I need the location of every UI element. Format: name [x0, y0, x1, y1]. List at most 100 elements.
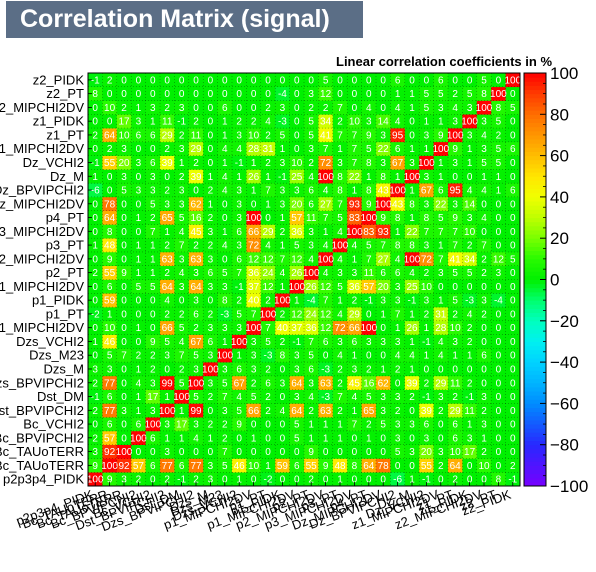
heatmap-cell: [260, 196, 276, 211]
cell-value-label: 1: [409, 89, 415, 100]
cell-value-label: 63: [320, 406, 332, 417]
cell-value-label: 3: [424, 241, 430, 252]
palette-tick-label: −20: [550, 312, 579, 331]
heatmap-cell: [131, 265, 146, 280]
cell-value-label: 0: [208, 117, 214, 128]
cell-value-label: 3: [150, 172, 156, 183]
cell-value-label: 1: [438, 241, 444, 252]
cell-value-label: 9: [438, 130, 444, 141]
cell-value-label: 0: [164, 75, 170, 86]
cell-value-label: 3: [92, 447, 98, 458]
heatmap-cell: [505, 100, 521, 115]
cell-value-label: 0: [409, 406, 415, 417]
cell-value-label: 78: [378, 461, 390, 472]
heatmap-cell: [361, 265, 377, 280]
palette-tick-label: −60: [550, 394, 579, 413]
heatmap-cell: [116, 251, 132, 267]
heatmap-cell: [491, 293, 506, 308]
cell-value-label: 2: [308, 158, 314, 169]
cell-value-label: 1: [424, 144, 430, 155]
heatmap-cell: [505, 251, 521, 267]
cell-value-label: 0: [496, 406, 502, 417]
heatmap-cell: [188, 86, 204, 101]
heatmap-cell: [145, 334, 161, 349]
heatmap-cell: [131, 430, 146, 445]
heatmap-cell: [102, 114, 118, 129]
heatmap-cell: [260, 417, 276, 432]
palette-band: [524, 143, 546, 148]
palette-band: [524, 163, 546, 169]
heatmap-cell: [88, 114, 103, 129]
cell-value-label: 5: [280, 130, 286, 141]
heatmap-cell: [174, 100, 190, 115]
cell-value-label: 0: [208, 75, 214, 86]
heatmap-cell: [491, 155, 506, 170]
cell-value-label: 7: [352, 144, 358, 155]
cell-value-label: 77: [162, 461, 174, 472]
cell-value-label: 5: [294, 420, 300, 431]
cell-value-label: 6: [107, 420, 113, 431]
cell-value-label: 2: [280, 337, 286, 348]
cell-value-label: 1: [409, 186, 415, 197]
heatmap-cell: [275, 155, 290, 170]
cell-value-label: 0: [150, 447, 156, 458]
heatmap-cell: [404, 114, 420, 129]
heatmap-cell: [332, 155, 348, 170]
heatmap-cell: [419, 100, 434, 115]
cell-value-label: 4: [179, 337, 185, 348]
cell-value-label: 0: [380, 351, 386, 362]
cell-value-label: 4: [222, 241, 228, 252]
palette-band: [524, 217, 546, 223]
cell-value-label: 6: [395, 144, 401, 155]
cell-value-label: 3: [424, 296, 430, 307]
cell-value-label: 0: [323, 351, 329, 362]
heatmap-cell: [376, 417, 391, 432]
cell-value-label: 1: [179, 433, 185, 444]
heatmap-cell: [462, 307, 478, 322]
heatmap-cell: [289, 320, 305, 335]
palette-band: [524, 424, 546, 429]
palette-band: [524, 155, 546, 161]
cell-value-label: 59: [104, 296, 116, 307]
cell-value-label: 3: [409, 447, 415, 458]
cell-value-label: 3: [438, 447, 444, 458]
heatmap-cell: [232, 389, 247, 404]
cell-value-label: 2: [208, 420, 214, 431]
cell-value-label: 1: [337, 144, 343, 155]
heatmap-cell: [318, 238, 334, 253]
heatmap-cell: [448, 444, 463, 459]
cell-value-label: 3: [467, 103, 473, 114]
cell-value-label: 6: [265, 378, 271, 389]
cell-value-label: 63: [190, 254, 202, 265]
cell-value-label: 4: [467, 309, 473, 320]
heatmap-cell: [505, 224, 521, 239]
palette-band: [524, 85, 546, 91]
heatmap-cell: [462, 417, 478, 432]
heatmap-cell: [102, 403, 118, 418]
heatmap-cell: [116, 348, 132, 363]
cell-value-label: 36: [306, 323, 318, 334]
heatmap-cell: [491, 210, 506, 225]
heatmap-cell: [88, 307, 103, 322]
y-tick-label: Bc_VCHI2: [23, 417, 84, 432]
cell-value-label: 5: [424, 89, 430, 100]
heatmap-cell: [433, 334, 449, 349]
cell-value-label: 2: [164, 103, 170, 114]
heatmap-cell: [390, 141, 406, 156]
heatmap-cell: [448, 100, 463, 115]
cell-value-label: 4: [323, 268, 329, 279]
heatmap-cell: [145, 251, 161, 267]
cell-value-label: 100: [317, 172, 334, 183]
cell-value-label: 10: [421, 282, 433, 293]
heatmap-cell: [361, 293, 377, 308]
cell-value-label: -3: [220, 309, 229, 320]
heatmap-cell: [304, 169, 319, 184]
y-tick-label: Dst_DM: [37, 389, 84, 404]
heatmap-cell: [304, 362, 319, 377]
heatmap-cell: [289, 251, 305, 267]
cell-value-label: 0: [208, 158, 214, 169]
cell-value-label: 1: [409, 144, 415, 155]
palette-band: [524, 225, 546, 231]
cell-value-label: 0: [510, 130, 516, 141]
cell-value-label: 0: [121, 89, 127, 100]
